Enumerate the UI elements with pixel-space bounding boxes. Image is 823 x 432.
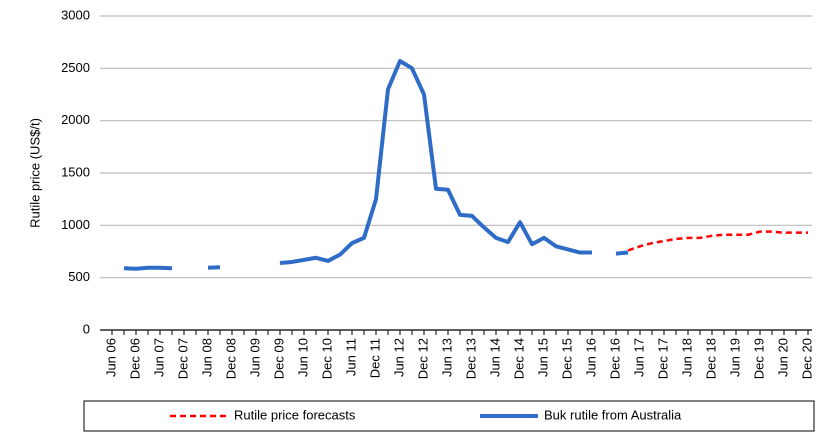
x-tick-label: Jun 20	[775, 338, 790, 377]
y-tick-label: 3000	[61, 7, 90, 22]
y-tick-label: 2000	[61, 112, 90, 127]
y-axis-label: Rutile price (US$/t)	[27, 118, 42, 228]
x-tick-label: Dec 13	[463, 338, 478, 379]
x-tick-label: Jun 14	[487, 338, 502, 377]
line-series	[123, 59, 629, 271]
y-tick-label: 500	[68, 269, 90, 284]
x-tick-label: Dec 17	[655, 338, 670, 379]
x-tick-label: Dec 08	[223, 338, 238, 379]
x-tick-label: Dec 20	[799, 338, 814, 379]
x-tick-label: Dec 07	[175, 338, 190, 379]
x-tick-label: Jun 11	[343, 338, 358, 376]
x-tick-label: Dec 12	[415, 338, 430, 379]
x-tick-label: Dec 10	[319, 338, 334, 379]
y-tick-label: 2500	[61, 60, 90, 75]
x-tick-label: Dec 15	[559, 338, 574, 379]
line-series	[627, 230, 808, 252]
x-tick-label: Jun 10	[295, 338, 310, 377]
x-tick-label: Dec 06	[127, 338, 142, 379]
x-tick-label: Jun 16	[583, 338, 598, 377]
x-tick-label: Jun 13	[439, 338, 454, 377]
legend-box	[83, 400, 815, 432]
x-tick-label: Jun 06	[103, 338, 118, 377]
x-tick-label: Jun 08	[199, 338, 214, 377]
y-tick-label: 0	[83, 321, 90, 336]
x-tick-label: Dec 16	[607, 338, 622, 379]
x-tick-label: Jun 18	[679, 338, 694, 377]
x-tick-label: Dec 09	[271, 338, 286, 379]
x-tick-label: Dec 18	[703, 338, 718, 379]
x-tick-label: Dec 19	[751, 338, 766, 379]
x-tick-label: Dec 11	[367, 338, 382, 378]
y-tick-label: 1000	[61, 217, 90, 232]
x-tick-label: Jun 19	[727, 338, 742, 377]
legend-label: Buk rutile from Australia	[544, 407, 682, 422]
x-tick-label: Jun 07	[151, 338, 166, 377]
x-tick-label: Jun 15	[535, 338, 550, 377]
x-tick-label: Jun 12	[391, 338, 406, 377]
y-tick-label: 1500	[61, 164, 90, 179]
x-tick-label: Dec 14	[511, 338, 526, 379]
x-tick-label: Jun 09	[247, 338, 262, 377]
x-tick-label: Jun 17	[631, 338, 646, 377]
legend-label: Rutile price forecasts	[234, 407, 356, 422]
